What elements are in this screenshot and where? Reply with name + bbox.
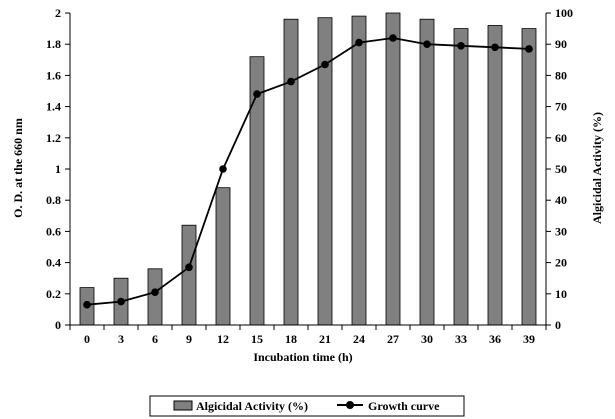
growth-point-3 bbox=[117, 297, 125, 306]
bar-12 bbox=[215, 187, 231, 326]
x-tick-label-9: 9 bbox=[186, 332, 192, 346]
y-left-tick-label-0.4: 0.4 bbox=[46, 256, 61, 270]
x-tick-label-18: 18 bbox=[285, 332, 297, 346]
y-right-tick-label-30: 30 bbox=[555, 224, 567, 238]
y-axis-left-title: O. D. at the 660 nm bbox=[11, 118, 25, 218]
x-tick-label-33: 33 bbox=[455, 332, 467, 346]
bar-39 bbox=[521, 28, 537, 326]
growth-point-21 bbox=[321, 60, 329, 69]
bar-18 bbox=[283, 18, 299, 326]
y-left-tick-label-0.2: 0.2 bbox=[46, 287, 61, 301]
growth-point-12 bbox=[219, 165, 227, 173]
x-tick-label-30: 30 bbox=[421, 332, 433, 346]
growth-point-27 bbox=[389, 34, 397, 42]
y-right-tick-label-10: 10 bbox=[555, 287, 567, 301]
bar-27 bbox=[385, 12, 401, 326]
bar-30 bbox=[419, 18, 435, 326]
x-tick-label-24: 24 bbox=[353, 332, 365, 346]
y-left-tick-label-0: 0 bbox=[55, 318, 61, 332]
growth-point-15 bbox=[253, 90, 261, 98]
x-tick-label-36: 36 bbox=[489, 332, 501, 346]
y-axis-right-title: Algicidal Activity (%) bbox=[590, 112, 604, 224]
x-tick-label-12: 12 bbox=[217, 332, 229, 346]
y-left-tick-label-2: 2 bbox=[55, 6, 61, 20]
legend-line-label: Growth curve bbox=[368, 399, 440, 413]
y-right-tick-label-20: 20 bbox=[555, 256, 567, 270]
legend-box bbox=[149, 395, 465, 417]
axes-layer bbox=[69, 13, 547, 326]
bar-33 bbox=[453, 28, 469, 326]
y-right-tick-label-0: 0 bbox=[555, 318, 561, 332]
y-right-tick-label-50: 50 bbox=[555, 162, 567, 176]
bar-36 bbox=[487, 25, 503, 326]
bar-6 bbox=[147, 268, 163, 326]
line-layer bbox=[83, 34, 533, 309]
y-right-tick-label-90: 90 bbox=[555, 37, 567, 51]
growth-point-0 bbox=[83, 300, 91, 309]
x-axis-title: Incubation time (h) bbox=[253, 350, 352, 364]
growth-point-33 bbox=[457, 42, 465, 50]
y-left-tick-label-1.8: 1.8 bbox=[46, 37, 61, 51]
y-left-tick-label-0.8: 0.8 bbox=[46, 193, 61, 207]
legend-bar-swatch bbox=[173, 400, 193, 411]
y-right-tick-label-100: 100 bbox=[555, 6, 573, 20]
y-left-tick-label-1.6: 1.6 bbox=[46, 68, 61, 82]
x-tick-label-21: 21 bbox=[319, 332, 331, 346]
y-left-tick-label-1.4: 1.4 bbox=[46, 100, 61, 114]
growth-point-24 bbox=[355, 38, 363, 47]
y-right-tick-label-70: 70 bbox=[555, 100, 567, 114]
y-right-tick-label-60: 60 bbox=[555, 131, 567, 145]
growth-point-39 bbox=[525, 45, 533, 53]
growth-point-9 bbox=[185, 263, 193, 272]
growth-point-30 bbox=[423, 40, 431, 48]
bar-24 bbox=[351, 15, 367, 326]
growth-point-36 bbox=[491, 43, 499, 52]
legend-line-marker bbox=[346, 401, 354, 409]
growth-curve-line bbox=[86, 37, 530, 306]
growth-point-18 bbox=[287, 77, 295, 86]
y-right-tick-label-40: 40 bbox=[555, 193, 567, 207]
legend: Algicidal Activity (%) Growth curve bbox=[149, 395, 465, 417]
y-right-tick-label-80: 80 bbox=[555, 68, 567, 82]
x-tick-label-0: 0 bbox=[84, 332, 90, 346]
legend-bar-label: Algicidal Activity (%) bbox=[196, 399, 308, 413]
y-left-tick-label-1: 1 bbox=[55, 162, 61, 176]
x-tick-label-39: 39 bbox=[523, 332, 535, 346]
x-tick-label-27: 27 bbox=[387, 332, 399, 346]
x-tick-label-15: 15 bbox=[251, 332, 263, 346]
y-left-tick-label-1.2: 1.2 bbox=[46, 131, 61, 145]
x-tick-label-6: 6 bbox=[152, 332, 158, 346]
y-left-tick-label-0.6: 0.6 bbox=[46, 224, 61, 238]
x-tick-label-3: 3 bbox=[118, 332, 124, 346]
bars-layer bbox=[79, 12, 537, 326]
growth-point-6 bbox=[151, 288, 159, 297]
bar-9 bbox=[181, 224, 197, 326]
ticks-layer: 00.20.40.60.811.21.41.61.820102030405060… bbox=[46, 6, 573, 346]
